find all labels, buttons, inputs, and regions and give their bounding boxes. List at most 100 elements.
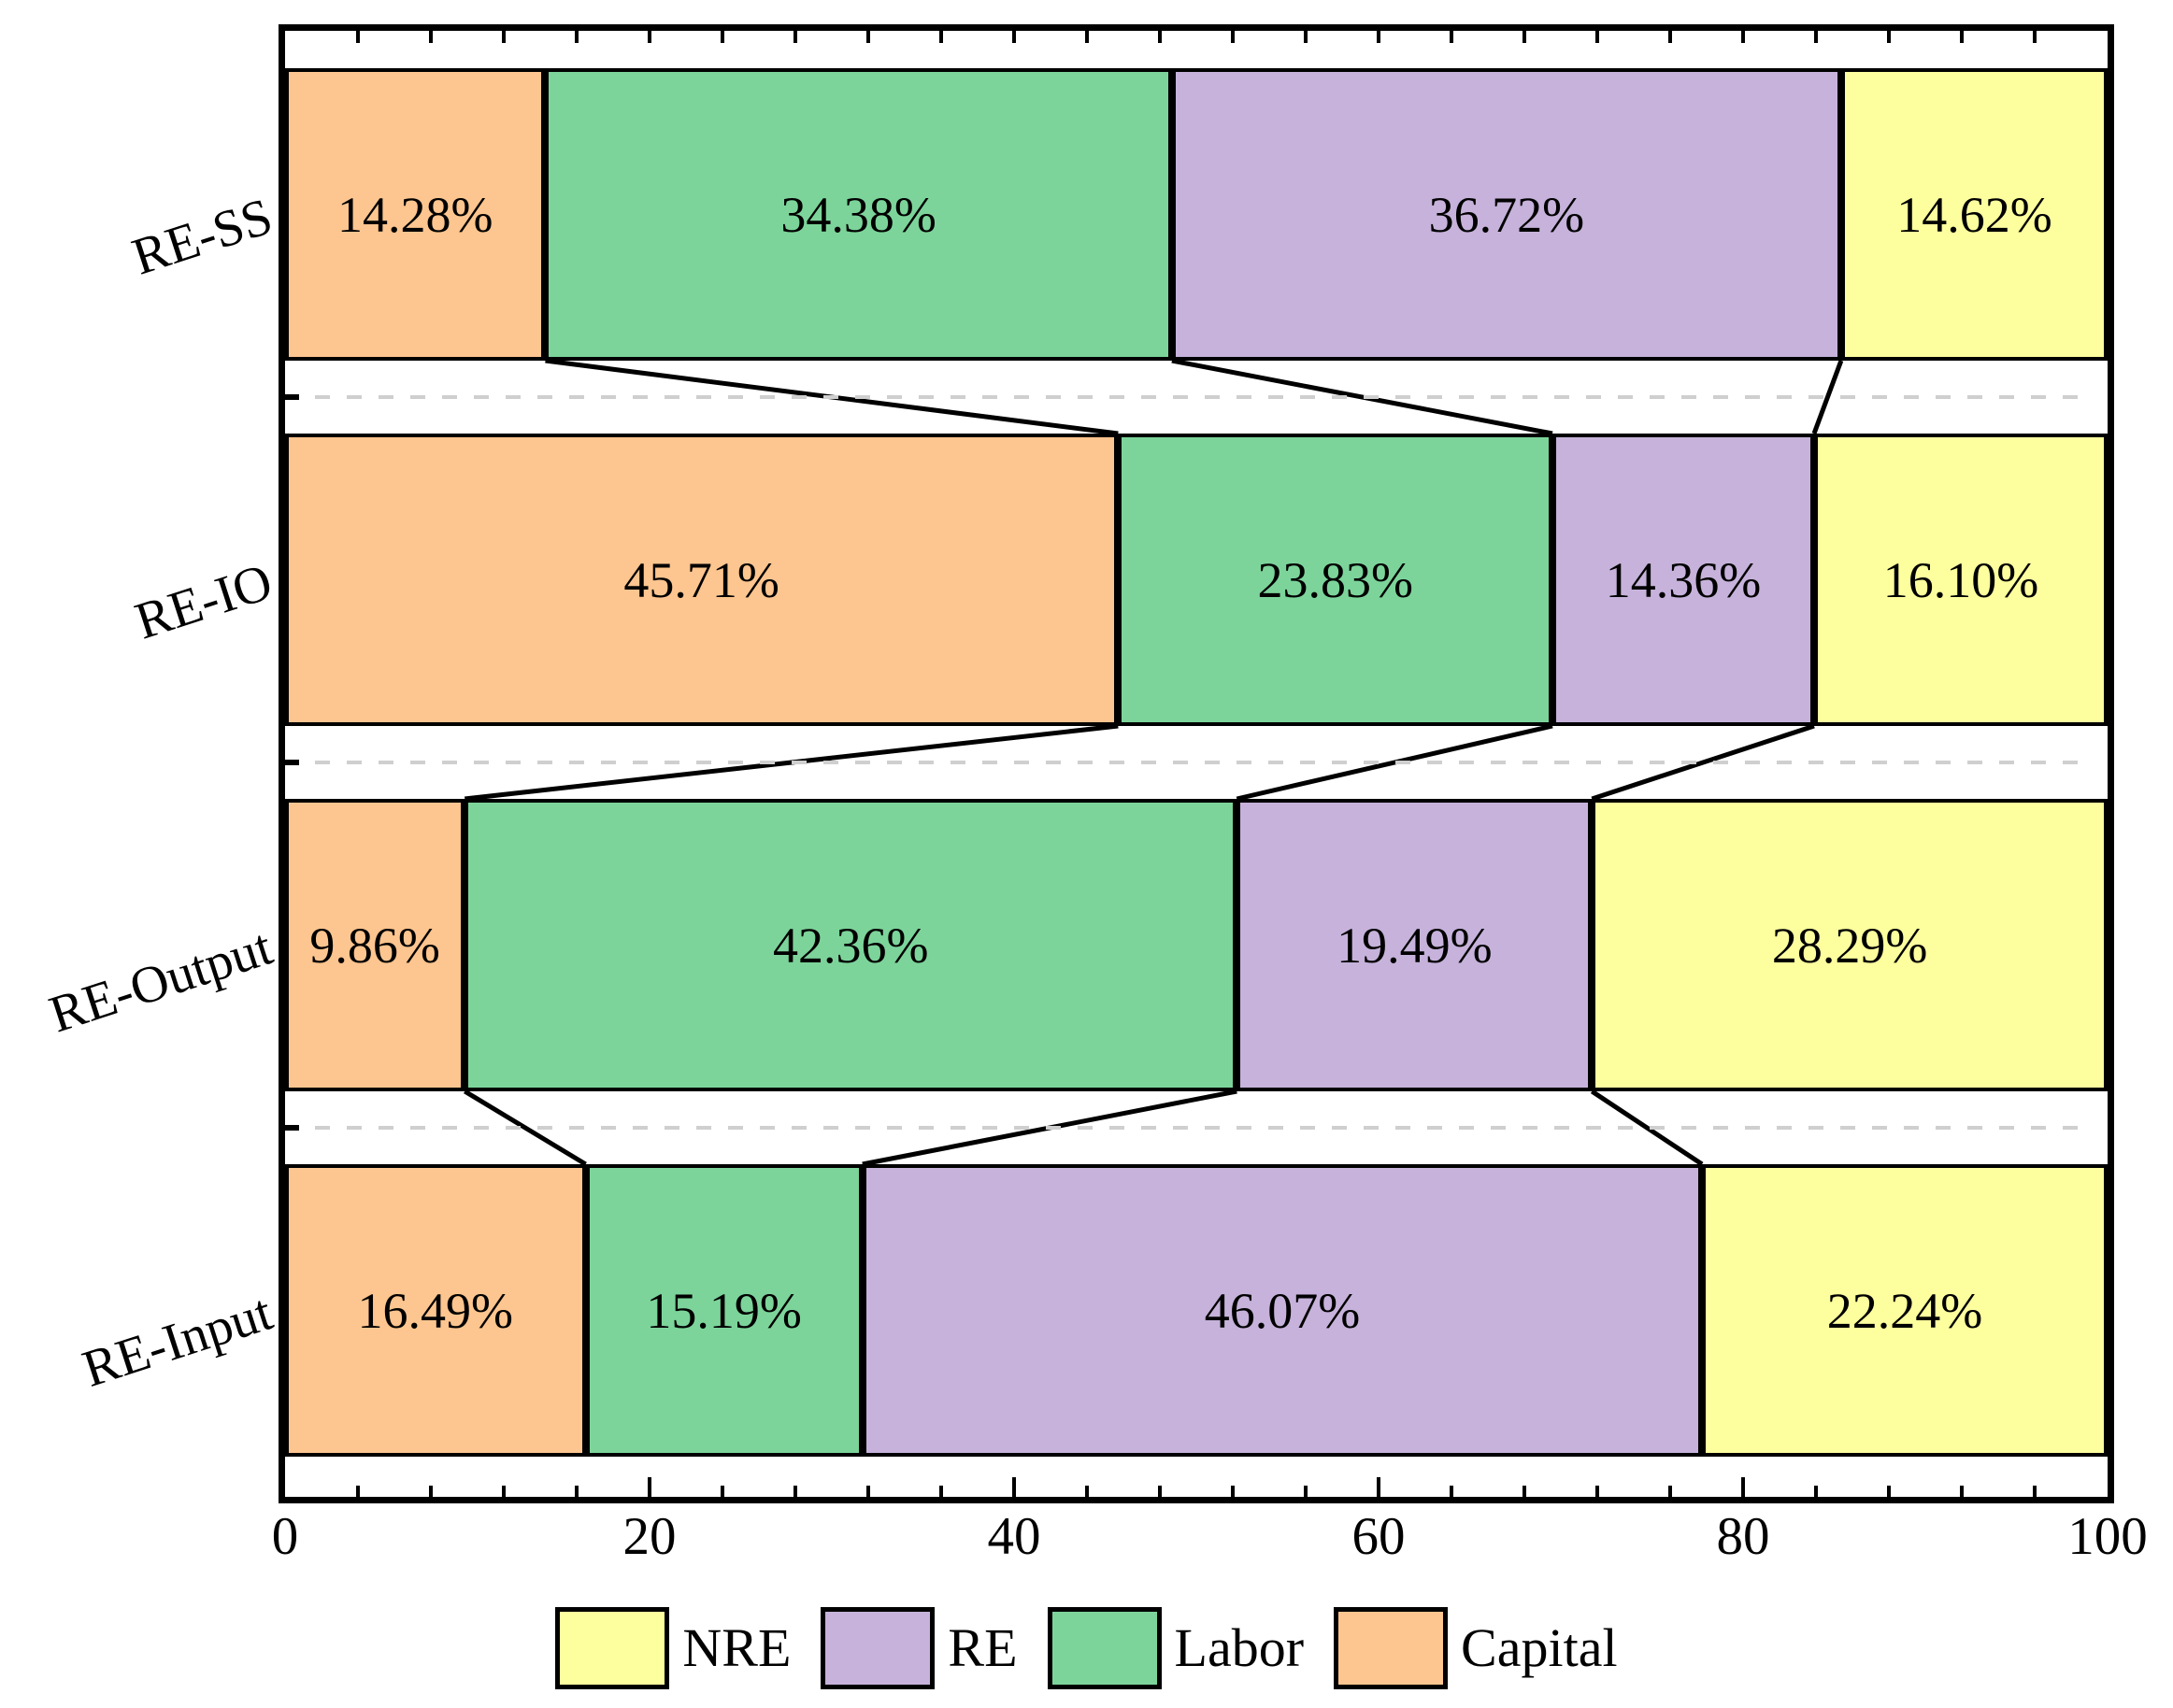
value-label-labor-re-output: 42.36% (773, 917, 929, 974)
top-axis-tick (1304, 31, 1308, 43)
top-axis-tick (721, 31, 724, 43)
top-axis-tick (1523, 31, 1526, 43)
segment-nre-re-ss: 14.62% (1840, 68, 2108, 361)
legend-label-re: RE (948, 1617, 1018, 1678)
bar-row-re-io: 45.71% 23.83% 14.36% 16.10% (285, 434, 2108, 726)
category-label-re-io: RE-IO (128, 552, 279, 651)
category-label-re-ss: RE-SS (125, 187, 279, 287)
value-label-nre-re-input: 22.24% (1826, 1282, 1983, 1339)
value-label-labor-re-io: 23.83% (1257, 551, 1413, 608)
x-axis-minor-tick (721, 1486, 724, 1497)
y-axis-minor-tick (285, 1125, 299, 1131)
value-label-capital-re-input: 16.49% (357, 1282, 514, 1339)
top-axis-tick (1887, 31, 1891, 43)
x-tick-label-100: 100 (2067, 1507, 2148, 1566)
x-axis-minor-tick (2033, 1486, 2037, 1497)
segment-capital-re-output: 9.86% (285, 799, 465, 1091)
segment-capital-re-input: 16.49% (285, 1164, 586, 1457)
legend-item-capital: Capital (1334, 1607, 1618, 1689)
segment-capital-re-ss: 14.28% (285, 68, 546, 361)
top-axis-tick (356, 31, 360, 43)
x-axis-minor-tick (1668, 1486, 1672, 1497)
top-axis-tick (1012, 31, 1016, 43)
value-label-re-re-output: 19.49% (1337, 917, 1493, 974)
top-axis-tick (1668, 31, 1672, 43)
x-axis-minor-tick (1814, 1486, 1818, 1497)
top-axis-tick (1231, 31, 1235, 43)
x-axis-minor-tick (1231, 1486, 1235, 1497)
x-axis-minor-tick (1158, 1486, 1162, 1497)
x-axis-minor-tick (1085, 1486, 1089, 1497)
x-axis-minor-tick (1523, 1486, 1526, 1497)
segment-re-re-ss: 36.72% (1171, 68, 1841, 361)
segment-nre-re-input: 22.24% (1702, 1164, 2108, 1457)
top-axis-tick (1377, 31, 1380, 43)
top-axis-tick (1741, 31, 1745, 43)
top-axis-tick (1595, 31, 1599, 43)
value-label-re-re-input: 46.07% (1204, 1282, 1361, 1339)
y-axis-minor-tick (285, 394, 299, 400)
dashed-separator-line (315, 761, 2081, 764)
legend-label-labor: Labor (1174, 1617, 1305, 1678)
x-axis-minor-tick (1304, 1486, 1308, 1497)
segment-re-re-io: 14.36% (1552, 434, 1815, 726)
x-axis-minor-tick (1595, 1486, 1599, 1497)
bar-row-re-input: 16.49% 15.19% 46.07% 22.24% (285, 1164, 2108, 1457)
segment-labor-re-input: 15.19% (585, 1164, 863, 1457)
legend-item-re: RE (821, 1607, 1018, 1689)
x-axis-minor-tick (356, 1486, 360, 1497)
segment-labor-re-io: 23.83% (1118, 434, 1553, 726)
top-axis-tick (1085, 31, 1089, 43)
legend-item-labor: Labor (1047, 1607, 1305, 1689)
x-axis-tick-labels: 0 20 40 60 80 100 (272, 1507, 2148, 1575)
value-label-labor-re-ss: 34.38% (780, 186, 936, 243)
legend: NRE RE Labor Capital (0, 1601, 2173, 1695)
x-axis-major-tick (1012, 1477, 1016, 1497)
x-tick-label-80: 80 (1716, 1507, 1770, 1566)
segment-re-re-input: 46.07% (862, 1164, 1703, 1457)
legend-swatch-capital (1334, 1607, 1449, 1689)
legend-swatch-labor (1047, 1607, 1162, 1689)
x-tick-label-60: 60 (1351, 1507, 1406, 1566)
x-axis-minor-tick (502, 1486, 506, 1497)
dashed-separator-line (315, 395, 2081, 399)
legend-item-nre: NRE (555, 1607, 791, 1689)
y-axis-minor-tick (285, 760, 299, 765)
top-axis-tick (575, 31, 579, 43)
segment-re-re-output: 19.49% (1237, 799, 1593, 1091)
top-axis-tick (648, 31, 651, 43)
x-axis-minor-tick (429, 1486, 433, 1497)
dashed-separator-line (315, 1126, 2081, 1130)
x-axis-major-tick (1741, 1477, 1745, 1497)
x-axis-major-tick (648, 1477, 651, 1497)
top-axis-tick (502, 31, 506, 43)
bar-row-re-output: 9.86% 42.36% 19.49% 28.29% (285, 799, 2108, 1091)
segment-nre-re-output: 28.29% (1592, 799, 2108, 1091)
legend-label-nre: NRE (682, 1617, 792, 1678)
top-axis-tick (1158, 31, 1162, 43)
segment-nre-re-io: 16.10% (1814, 434, 2108, 726)
x-axis-minor-tick (1960, 1486, 1964, 1497)
plot-area: 14.28% 34.38% 36.72% 14.62% RE-SS 45.71% 23.83… (43, 24, 2114, 1503)
value-label-nre-re-ss: 14.62% (1896, 186, 2052, 243)
legend-label-capital: Capital (1461, 1617, 1618, 1678)
value-label-nre-re-output: 28.29% (1771, 917, 1928, 974)
legend-swatch-re (821, 1607, 936, 1689)
value-label-re-re-io: 14.36% (1605, 551, 1762, 608)
x-axis-minor-tick (1887, 1486, 1891, 1497)
x-axis-minor-tick (939, 1486, 943, 1497)
x-axis-minor-tick (1450, 1486, 1453, 1497)
x-axis-minor-tick (575, 1486, 579, 1497)
value-label-labor-re-input: 15.19% (646, 1282, 802, 1339)
top-axis-tick (1814, 31, 1818, 43)
value-label-nre-re-io: 16.10% (1882, 551, 2039, 608)
segment-capital-re-io: 45.71% (285, 434, 1119, 726)
x-tick-label-0: 0 (271, 1507, 299, 1566)
value-label-capital-re-output: 9.86% (309, 917, 440, 974)
x-axis-minor-tick (793, 1486, 797, 1497)
top-axis-tick (429, 31, 433, 43)
x-axis-minor-tick (866, 1486, 870, 1497)
segment-labor-re-output: 42.36% (465, 799, 1237, 1091)
x-axis-major-tick (1377, 1477, 1380, 1497)
